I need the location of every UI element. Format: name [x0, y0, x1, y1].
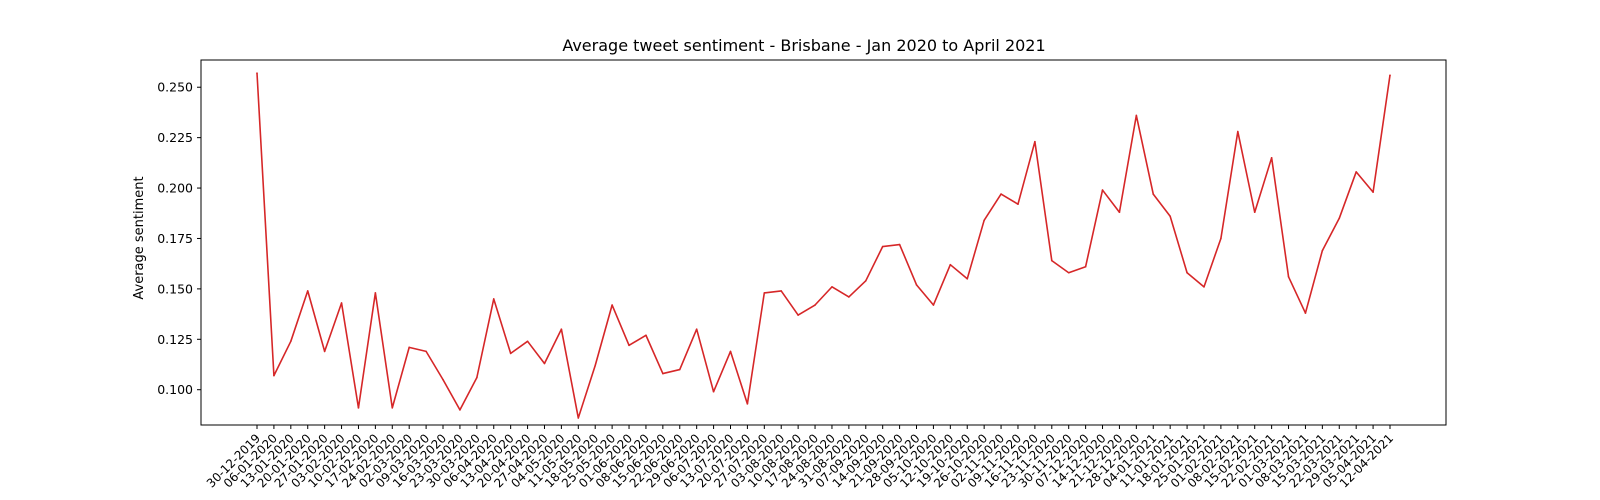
data-point: [881, 245, 884, 248]
data-point: [628, 344, 630, 347]
data-point: [1034, 140, 1036, 143]
data-point: [712, 390, 715, 393]
plot-area: 0.1000.1250.1500.1750.2000.2250.25030-12…: [157, 72, 1396, 490]
data-point: [763, 292, 766, 294]
data-point: [340, 302, 343, 304]
data-point: [898, 243, 901, 246]
data-point: [983, 219, 985, 222]
data-point: [1203, 286, 1205, 288]
series-line: [256, 73, 1391, 419]
y-tick-label: 0.250: [157, 80, 193, 95]
y-tick-label: 0.125: [157, 332, 193, 347]
data-point: [1067, 271, 1070, 274]
data-point: [1355, 171, 1357, 173]
data-point: [476, 376, 478, 379]
y-tick-label: 0.150: [157, 281, 193, 296]
data-point: [408, 346, 410, 349]
data-point: [357, 407, 360, 409]
data-point: [864, 280, 867, 282]
y-tick-label: 0.175: [157, 231, 193, 246]
data-point: [915, 284, 918, 286]
data-point: [1304, 312, 1307, 314]
data-point: [695, 328, 698, 331]
data-point: [594, 364, 597, 367]
data-point: [1253, 211, 1256, 214]
data-point: [290, 340, 292, 343]
data-point: [746, 403, 749, 405]
data-point: [611, 304, 613, 306]
data-point: [577, 417, 580, 419]
data-point: [848, 296, 850, 298]
data-point: [306, 290, 309, 292]
data-point: [1186, 271, 1188, 274]
data-point: [509, 352, 512, 355]
data-point: [678, 368, 681, 371]
data-point: [729, 350, 732, 353]
data-point: [323, 350, 326, 353]
data-point: [1050, 259, 1053, 262]
plot-frame: [200, 59, 1447, 426]
data-point: [1287, 275, 1290, 278]
data-point: [560, 328, 563, 331]
data-point: [543, 362, 546, 365]
y-tick-label: 0.200: [157, 181, 193, 196]
data-point: [1321, 249, 1324, 252]
data-point: [932, 304, 935, 306]
data-point: [526, 340, 529, 343]
data-point: [425, 350, 427, 353]
data-point: [831, 286, 833, 288]
data-point: [797, 314, 799, 316]
data-point: [1372, 191, 1374, 193]
data-point: [1389, 74, 1391, 76]
y-tick-label: 0.100: [157, 382, 193, 397]
data-point: [966, 277, 969, 280]
data-point: [273, 374, 275, 377]
data-point: [645, 334, 647, 337]
data-point: [256, 72, 258, 74]
data-point: [1220, 237, 1222, 240]
data-point: [1237, 130, 1239, 133]
data-point: [1084, 265, 1087, 268]
data-point: [442, 378, 444, 381]
y-axis-label: Average sentiment: [132, 176, 147, 299]
data-point: [1101, 189, 1104, 191]
data-point: [1135, 114, 1138, 117]
data-point: [1118, 211, 1121, 214]
chart-title: Average tweet sentiment - Brisbane - Jan…: [562, 36, 1045, 55]
data-point: [459, 409, 461, 411]
data-point: [374, 292, 377, 294]
data-point: [391, 407, 394, 409]
data-point: [1270, 157, 1273, 159]
data-point: [1000, 193, 1002, 195]
data-point: [492, 298, 495, 300]
data-point: [1152, 193, 1155, 195]
data-point: [949, 263, 952, 266]
data-point: [780, 290, 783, 292]
y-tick-label: 0.225: [157, 130, 193, 145]
data-point: [814, 304, 816, 306]
data-point: [1169, 215, 1171, 218]
data-point: [1017, 203, 1019, 205]
data-point: [662, 372, 664, 375]
data-point: [1338, 217, 1341, 220]
